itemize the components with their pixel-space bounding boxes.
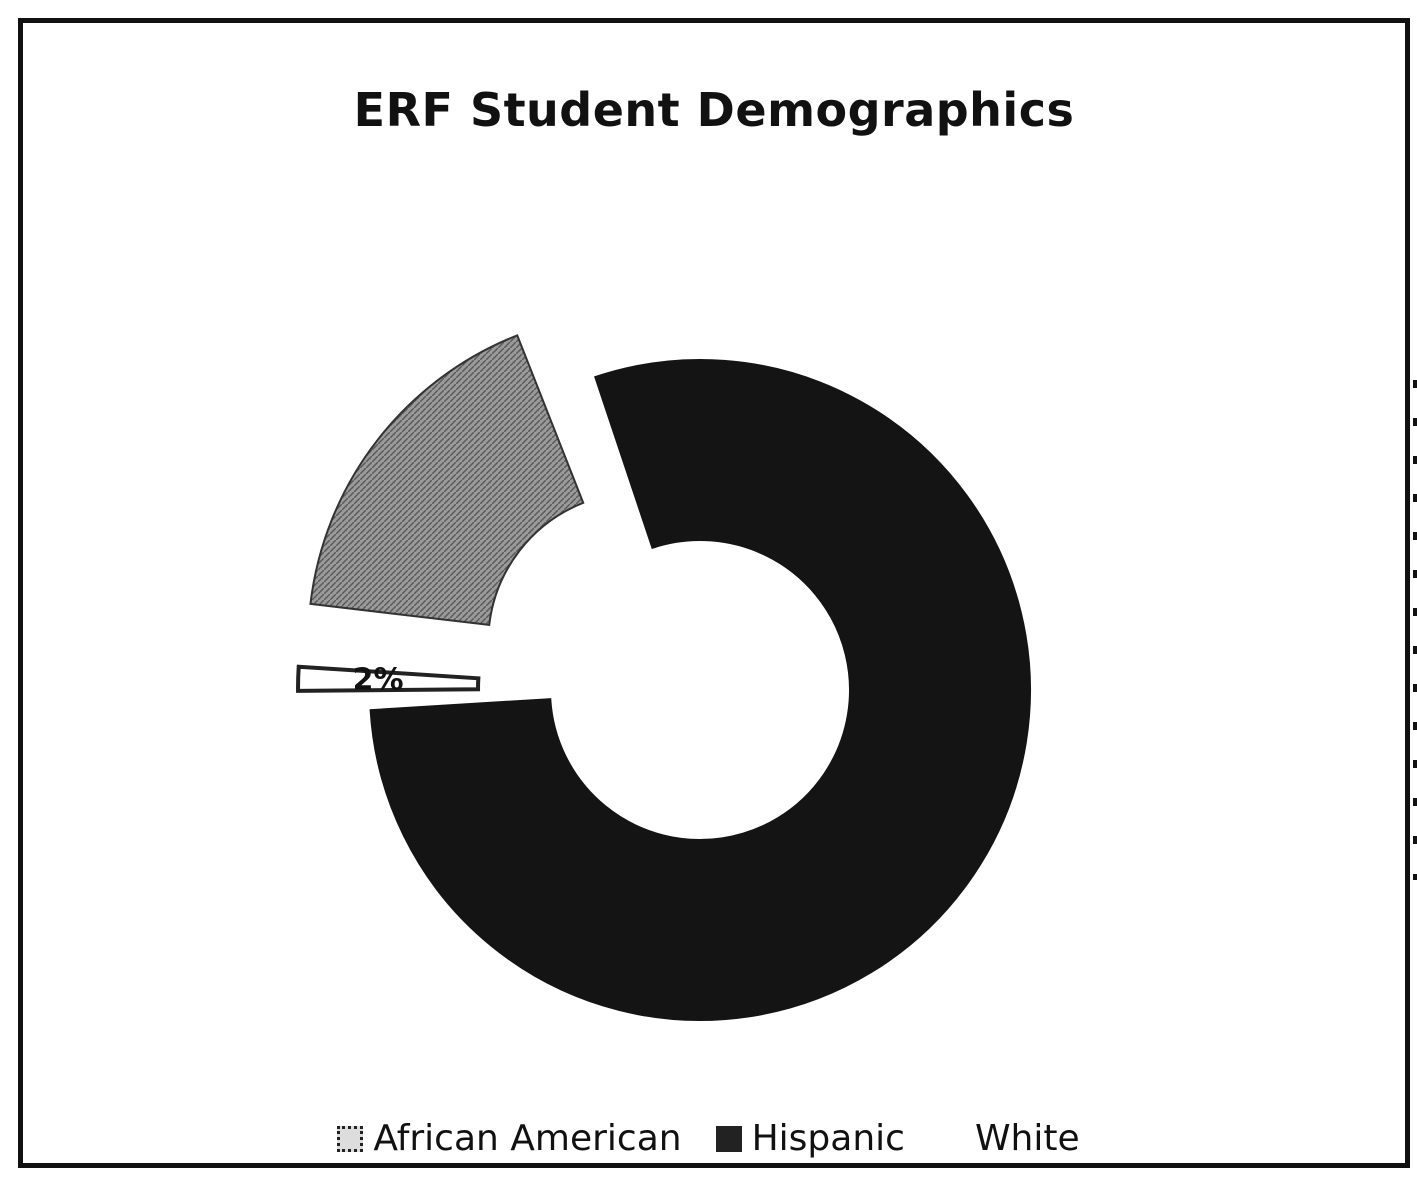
chart-title: ERF Student Demographics [353, 83, 1075, 137]
legend-item: African American [337, 1118, 682, 1159]
legend-swatch-african-american [337, 1125, 364, 1152]
edge-marks [1413, 380, 1417, 880]
slice-african-american [369, 359, 1031, 1021]
chart-legend: African American Hispanic White [0, 1118, 1417, 1159]
data-label-white: 2% [353, 663, 404, 698]
legend-label-african-american: African American [373, 1118, 682, 1159]
legend-label-white: White [974, 1118, 1080, 1159]
legend-item: White [938, 1118, 1080, 1159]
legend-swatch-hispanic [715, 1125, 742, 1152]
legend-label-hispanic: Hispanic [751, 1118, 905, 1159]
legend-item: Hispanic [715, 1118, 905, 1159]
slice-hispanic [309, 334, 585, 627]
slice-white [296, 664, 481, 693]
legend-swatch-white [938, 1125, 965, 1152]
